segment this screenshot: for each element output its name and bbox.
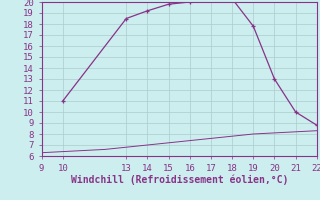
X-axis label: Windchill (Refroidissement éolien,°C): Windchill (Refroidissement éolien,°C) xyxy=(70,174,288,185)
